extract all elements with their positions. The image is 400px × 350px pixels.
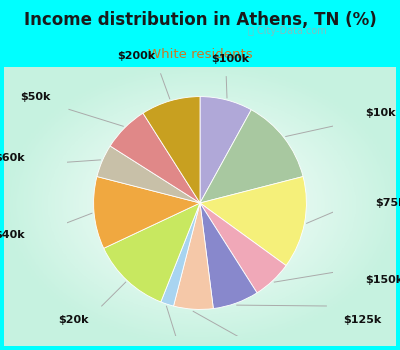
- Wedge shape: [200, 110, 303, 203]
- Text: $75k: $75k: [376, 198, 400, 208]
- Text: $200k: $200k: [117, 51, 155, 61]
- Text: $10k: $10k: [365, 107, 396, 118]
- Wedge shape: [200, 176, 306, 266]
- Text: Income distribution in Athens, TN (%): Income distribution in Athens, TN (%): [24, 10, 376, 29]
- Text: $150k: $150k: [365, 275, 400, 285]
- Text: $60k: $60k: [0, 153, 24, 163]
- Wedge shape: [143, 97, 200, 203]
- Wedge shape: [174, 203, 213, 309]
- Wedge shape: [110, 113, 200, 203]
- Wedge shape: [104, 203, 200, 302]
- Wedge shape: [200, 203, 257, 309]
- Wedge shape: [200, 97, 251, 203]
- Text: $50k: $50k: [21, 92, 51, 102]
- Wedge shape: [161, 203, 200, 306]
- Wedge shape: [97, 146, 200, 203]
- Text: $125k: $125k: [344, 315, 382, 325]
- Wedge shape: [200, 203, 286, 293]
- Text: White residents: White residents: [148, 48, 252, 61]
- Text: $20k: $20k: [58, 315, 88, 325]
- Text: $40k: $40k: [0, 230, 24, 240]
- Text: $100k: $100k: [211, 54, 249, 64]
- Wedge shape: [94, 176, 200, 248]
- Text: ⓘ City-Data.com: ⓘ City-Data.com: [248, 26, 327, 36]
